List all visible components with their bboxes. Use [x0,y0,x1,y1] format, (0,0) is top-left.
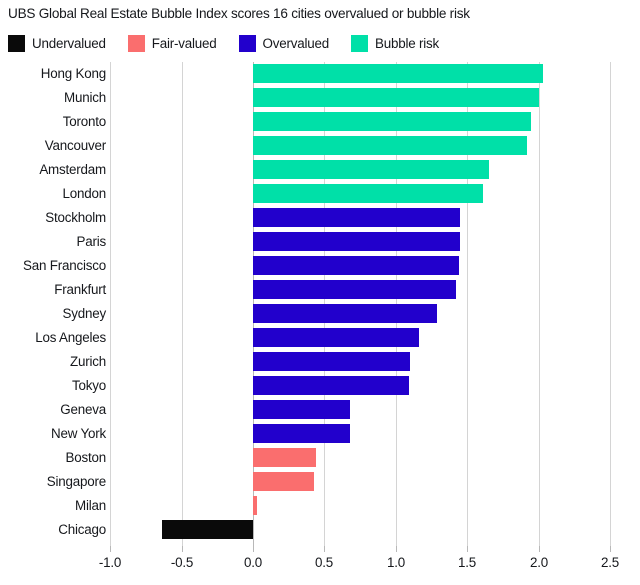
y-axis-label: Frankfurt [54,282,106,297]
bars-layer: Hong Kong Munich Toronto Vancouver Amsterdam… [0,62,640,546]
x-tick-label: 0.0 [243,555,262,570]
x-tick-mark [539,546,540,552]
bar-row: Vancouver [0,134,640,158]
y-axis-label: Amsterdam [39,162,106,177]
bar[interactable] [253,352,411,371]
bar-row: New York [0,422,640,446]
y-axis-label: Sydney [62,306,107,321]
bar[interactable] [253,208,461,227]
bar[interactable] [253,64,543,83]
x-tick-label: 1.0 [386,555,405,570]
legend-swatch-icon [8,34,25,52]
bar-row: Zurich [0,350,640,374]
y-axis-label: San Francisco [23,258,106,273]
x-axis: -1.0 -0.5 0.0 0.5 1.0 1.5 2.0 2.5 [0,546,640,585]
y-axis-label: Munich [64,90,106,105]
bar[interactable] [253,304,438,323]
bar-row: Stockholm [0,206,640,230]
legend-label: Fair-valued [151,35,217,51]
legend-item[interactable]: Fair-valued [127,34,217,52]
bar-row: Milan [0,494,640,518]
legend-swatch-icon [238,34,256,52]
plot-area: Hong Kong Munich Toronto Vancouver Amsterdam… [0,62,640,546]
bar[interactable] [253,232,461,251]
bar-row: London [0,182,640,206]
x-tick-mark [467,546,468,552]
legend-label: Undervalued [32,35,106,51]
y-axis-label: Hong Kong [40,66,106,81]
y-axis-label: Los Angeles [35,330,106,345]
bar-row: Toronto [0,110,640,134]
legend-swatch-icon [127,34,145,52]
legend-label: Overvalued [262,35,330,51]
bar-row: Boston [0,446,640,470]
bar[interactable] [253,472,315,491]
y-axis-label: Tokyo [72,378,106,393]
legend-item[interactable]: Undervalued [8,34,106,52]
x-tick-mark [110,546,111,552]
x-tick-label: 2.0 [529,555,548,570]
y-axis-label: Chicago [58,522,106,537]
bar[interactable] [253,376,409,395]
bar-row: Tokyo [0,374,640,398]
chart-title: UBS Global Real Estate Bubble Index scor… [8,6,470,21]
x-tick-label: 2.5 [600,555,619,570]
x-tick-label: -1.0 [98,555,122,570]
bar-row: Amsterdam [0,158,640,182]
bar-row: Sydney [0,302,640,326]
y-axis-label: New York [51,426,106,441]
y-axis-label: Toronto [62,114,106,129]
bar-row: Geneva [0,398,640,422]
bar[interactable] [253,496,258,515]
bar-row: Paris [0,230,640,254]
y-axis-label: Milan [75,498,106,513]
y-axis-label: Singapore [46,474,106,489]
y-axis-label: Zurich [69,354,106,369]
x-tick-label: 1.5 [457,555,476,570]
y-axis-label: London [62,186,107,201]
x-tick-mark [253,546,254,552]
bar[interactable] [253,328,419,347]
bar[interactable] [253,256,459,275]
bar-row: Los Angeles [0,326,640,350]
y-axis-label: Boston [65,450,107,465]
bar[interactable] [253,448,316,467]
bar[interactable] [253,136,528,155]
x-tick-label: -0.5 [170,555,194,570]
bar-row: Frankfurt [0,278,640,302]
bar-row: Singapore [0,470,640,494]
bar[interactable] [253,280,456,299]
bar[interactable] [253,184,483,203]
bar[interactable] [161,520,253,539]
x-tick-mark [324,546,325,552]
y-axis-label: Geneva [60,402,106,417]
legend-item[interactable]: Bubble risk [351,34,440,52]
legend-swatch-icon [351,34,368,52]
bar[interactable] [253,112,532,131]
bar[interactable] [253,88,539,107]
bar[interactable] [253,400,351,419]
legend-item[interactable]: Overvalued [238,34,330,52]
y-axis-label: Paris [76,234,106,249]
bar[interactable] [253,160,489,179]
x-tick-mark [182,546,183,552]
x-tick-mark [396,546,397,552]
y-axis-label: Vancouver [44,138,106,153]
bar-row: Munich [0,86,640,110]
bar-row: Chicago [0,518,640,542]
y-axis-label: Stockholm [45,210,106,225]
chart-legend: Undervalued Fair-valued Overvalued Bubble r… [8,30,461,56]
x-tick-mark [610,546,611,552]
x-tick-label: 0.5 [314,555,333,570]
bar-row: Hong Kong [0,62,640,86]
legend-label: Bubble risk [375,35,440,51]
bar-row: San Francisco [0,254,640,278]
bar[interactable] [253,424,351,443]
